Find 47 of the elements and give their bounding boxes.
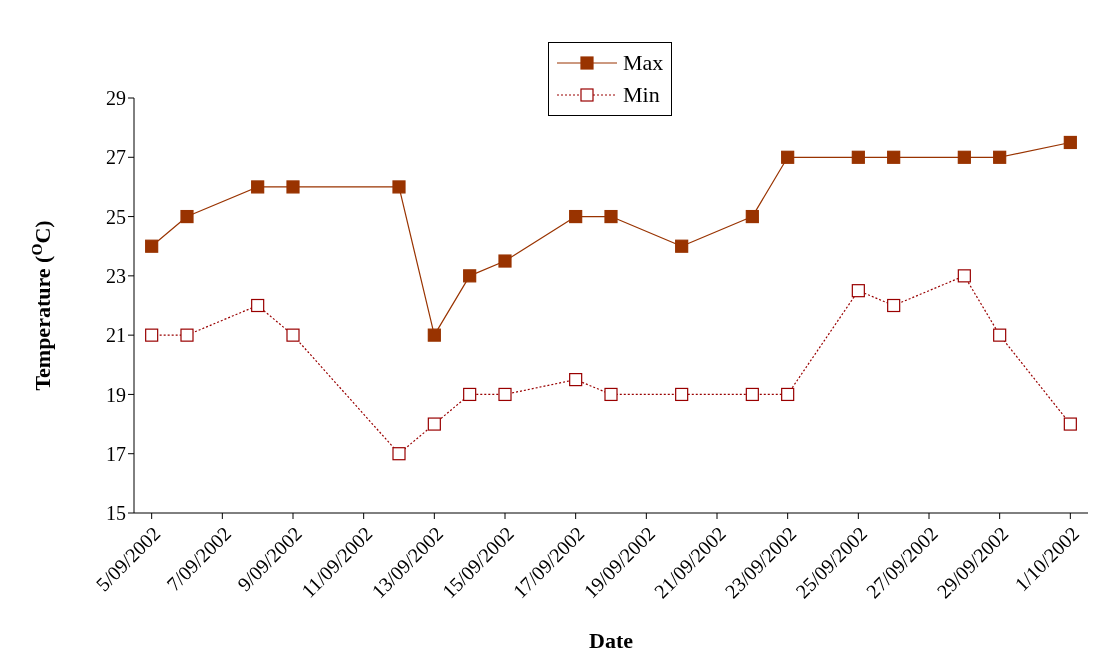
point bbox=[957, 269, 971, 283]
y-tick-label: 25 bbox=[106, 205, 126, 228]
y-tick-label: 27 bbox=[106, 146, 126, 169]
point bbox=[604, 209, 618, 224]
point bbox=[745, 209, 759, 224]
point bbox=[251, 180, 265, 194]
point bbox=[463, 269, 477, 283]
point bbox=[675, 239, 689, 253]
point bbox=[286, 328, 300, 342]
point bbox=[781, 150, 795, 164]
point bbox=[569, 209, 583, 224]
point bbox=[392, 447, 406, 461]
y-tick-label: 21 bbox=[106, 324, 126, 347]
point bbox=[392, 180, 406, 194]
point bbox=[427, 328, 441, 342]
legend-label: Min bbox=[623, 82, 660, 108]
point bbox=[993, 150, 1007, 164]
point bbox=[145, 239, 159, 253]
y-tick-label: 17 bbox=[106, 442, 126, 465]
point bbox=[851, 284, 865, 298]
point bbox=[851, 150, 865, 164]
y-tick-label: 29 bbox=[106, 87, 126, 110]
point bbox=[286, 180, 300, 194]
point bbox=[1063, 417, 1077, 431]
y-tick-label: 19 bbox=[106, 383, 126, 406]
point bbox=[251, 298, 265, 313]
point bbox=[887, 150, 901, 164]
point bbox=[887, 298, 901, 313]
point bbox=[745, 387, 759, 402]
point bbox=[427, 417, 441, 431]
y-tick-label: 23 bbox=[106, 264, 126, 287]
y-tick-label: 15 bbox=[106, 502, 126, 525]
point bbox=[180, 328, 194, 342]
point bbox=[498, 387, 512, 402]
point bbox=[993, 328, 1007, 342]
legend-label: Max bbox=[623, 50, 664, 76]
point bbox=[145, 328, 159, 342]
point bbox=[180, 209, 194, 224]
point bbox=[463, 387, 477, 402]
point bbox=[604, 387, 618, 402]
point bbox=[781, 387, 795, 402]
point bbox=[675, 387, 689, 402]
point bbox=[957, 150, 971, 164]
point bbox=[569, 373, 583, 387]
x-axis-title: Date bbox=[589, 628, 634, 653]
point bbox=[498, 254, 512, 268]
point bbox=[1063, 135, 1077, 150]
